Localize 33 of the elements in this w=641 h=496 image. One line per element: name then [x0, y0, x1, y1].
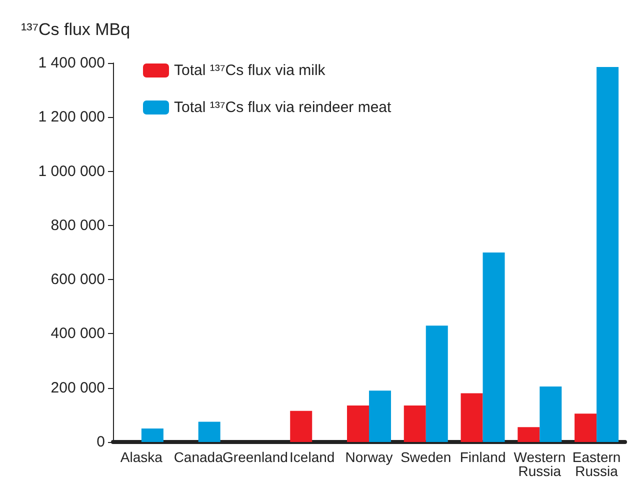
y-tick-label: 600 000	[50, 271, 105, 288]
y-tick-label: 1 000 000	[38, 162, 105, 180]
bar	[404, 405, 426, 442]
bar	[369, 390, 391, 442]
bar	[482, 252, 505, 442]
x-tick-label: Eastern Russia	[572, 449, 621, 479]
bar	[596, 67, 619, 442]
bar	[574, 414, 597, 442]
legend-label: Total ¹³⁷Cs flux via milk	[174, 62, 326, 79]
y-axis-title: ¹³⁷Cs flux MBq	[21, 20, 130, 39]
bar	[141, 428, 164, 442]
bar	[290, 410, 312, 442]
y-tick-label: 800 000	[50, 216, 105, 234]
legend-label: Total ¹³⁷Cs flux via reindeer meat	[174, 99, 392, 116]
bar	[198, 422, 220, 442]
x-tick-label: Norway	[345, 449, 393, 465]
x-tick-label: Alaska	[120, 449, 163, 465]
y-tick-label: 0	[96, 434, 105, 450]
x-tick-label: Western Russia	[514, 449, 566, 479]
y-tick-label: 200 000	[50, 379, 105, 396]
x-tick-label: Finland	[460, 449, 506, 465]
x-tick-label: Canada	[174, 449, 224, 465]
x-tick-label: Sweden	[400, 449, 452, 465]
bar	[426, 326, 448, 442]
y-tick-label: 400 000	[50, 325, 105, 342]
bar	[460, 393, 483, 442]
x-tick-label: Greenland	[222, 449, 288, 465]
y-tick-label: 1 200 000	[38, 108, 105, 126]
bar	[518, 427, 540, 442]
bar	[540, 386, 562, 442]
x-tick-label: Iceland	[290, 449, 335, 465]
bar	[347, 405, 369, 442]
y-tick-label: 1 400 000	[38, 54, 105, 72]
